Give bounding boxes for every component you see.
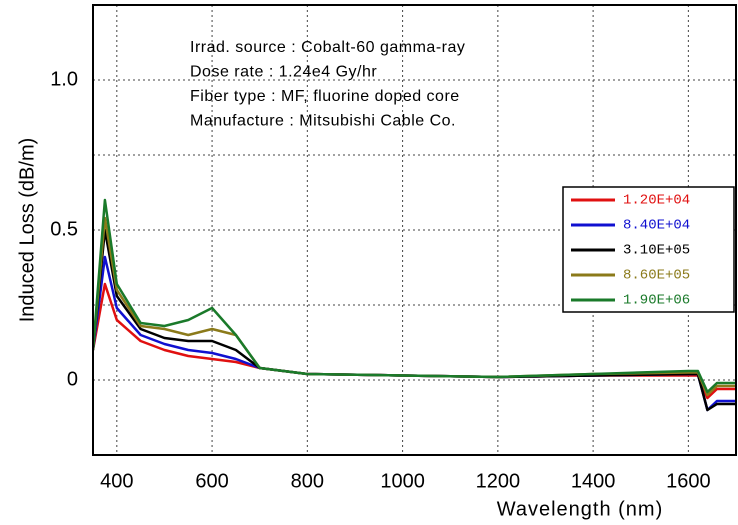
y-tick-label: 0 [67, 368, 78, 390]
y-tick-label: 0.5 [50, 218, 78, 240]
legend-label: 8.40E+04 [623, 218, 690, 234]
annotation: Irrad. source : Cobalt-60 gamma-ray [190, 39, 465, 56]
y-tick-label: 1.0 [50, 68, 78, 90]
series-line [93, 198, 736, 394]
x-tick-label: 1600 [666, 470, 711, 492]
annotation: Fiber type : MF, fluorine doped core [190, 88, 460, 105]
x-tick-label: 1200 [476, 470, 521, 492]
x-tick-label: 1400 [571, 470, 616, 492]
legend-label: 1.20E+04 [623, 193, 690, 209]
annotation: Manufacture : Mitsubishi Cable Co. [190, 113, 456, 130]
x-tick-label: 600 [195, 470, 228, 492]
legend-label: 8.60E+05 [623, 268, 690, 284]
x-tick-label: 1000 [380, 470, 425, 492]
y-axis-label: Induced Loss (dB/m) [16, 138, 38, 323]
x-axis-label: Wavelength (nm) [497, 498, 664, 520]
x-tick-label: 400 [100, 470, 133, 492]
plot-frame [92, 4, 737, 456]
x-tick-label: 800 [291, 470, 324, 492]
legend-label: 1.90E+06 [623, 293, 690, 309]
annotation: Dose rate : 1.24e4 Gy/hr [190, 64, 377, 81]
legend-label: 3.10E+05 [623, 243, 690, 259]
